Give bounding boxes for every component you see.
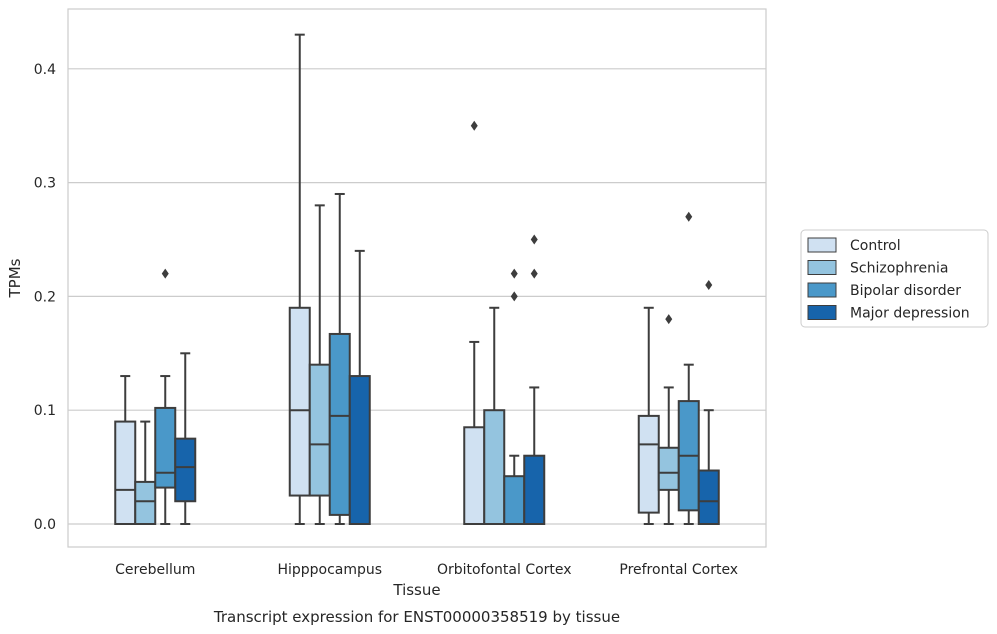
outlier-point (470, 120, 478, 131)
box-layer (114, 33, 720, 526)
outlier-point (665, 314, 673, 325)
x-tick-label: Hipppocampus (277, 562, 382, 578)
box-3-1 (657, 314, 680, 525)
box-0-0 (114, 375, 137, 525)
x-tick-label: Cerebellum (115, 562, 195, 578)
box (114, 420, 137, 525)
box (523, 454, 546, 525)
x-tick-label: Orbitofontal Cortex (437, 562, 572, 578)
outlier-point (530, 234, 538, 245)
y-tick-labels: 0.0 0.1 0.2 0.3 0.4 (34, 62, 56, 533)
box-1-1 (308, 204, 331, 525)
legend-label: Schizophrenia (850, 261, 948, 277)
outlier-point (705, 280, 713, 291)
legend-label: Control (850, 238, 901, 254)
box-1-2 (328, 192, 351, 525)
box (134, 480, 157, 526)
y-tick-label: 0.0 (34, 517, 56, 533)
box (657, 446, 680, 491)
legend-swatch (807, 282, 837, 298)
legend-label: Bipolar disorder (850, 283, 961, 299)
box (463, 426, 486, 525)
box-3-2 (677, 211, 700, 525)
legend: Control Schizophrenia Bipolar disorder Majo… (800, 229, 989, 328)
legend-frame (800, 229, 989, 328)
chart-caption: Transcript expression for ENST0000035851… (213, 608, 620, 626)
legend-swatch (807, 305, 837, 320)
outlier-point (530, 268, 538, 279)
legend-items: Control Schizophrenia Bipolar disorder Majo… (807, 237, 970, 322)
outlier-point (685, 211, 693, 222)
y-tick-label: 0.4 (34, 62, 56, 78)
box-1-0 (288, 33, 311, 525)
box-3-0 (637, 306, 660, 525)
box (308, 363, 331, 497)
box (174, 437, 197, 503)
x-axis-label: Tissue (392, 581, 440, 599)
box-2-1 (483, 306, 506, 526)
box (697, 469, 720, 526)
x-tick-label: Prefrontal Cortex (619, 562, 738, 578)
outlier-point (510, 291, 518, 302)
box-2-3 (523, 234, 546, 525)
y-tick-label: 0.2 (34, 289, 56, 305)
box-1-3 (348, 249, 371, 525)
box-3-3 (697, 280, 720, 526)
plot-frame (67, 8, 767, 548)
box (637, 414, 660, 514)
box (483, 409, 506, 526)
y-axis-label: TPMs (6, 258, 24, 298)
box-2-0 (463, 120, 486, 525)
box-2-2 (503, 268, 526, 526)
legend-swatch (807, 260, 837, 275)
legend-swatch (807, 237, 837, 253)
box-0-2 (154, 268, 177, 525)
box (503, 475, 526, 526)
box (348, 375, 371, 525)
box (328, 332, 351, 516)
y-tick-label: 0.3 (34, 176, 56, 192)
outlier-point (510, 268, 518, 279)
box-0-3 (174, 352, 197, 525)
box (288, 306, 311, 497)
y-tick-label: 0.1 (34, 403, 56, 419)
x-tick-labels: Cerebellum Hipppocampus Orbitofontal Corte… (115, 562, 738, 578)
box-0-1 (134, 420, 157, 526)
box (154, 406, 177, 489)
outlier-point (161, 268, 169, 279)
legend-label: Major depression (850, 306, 970, 322)
